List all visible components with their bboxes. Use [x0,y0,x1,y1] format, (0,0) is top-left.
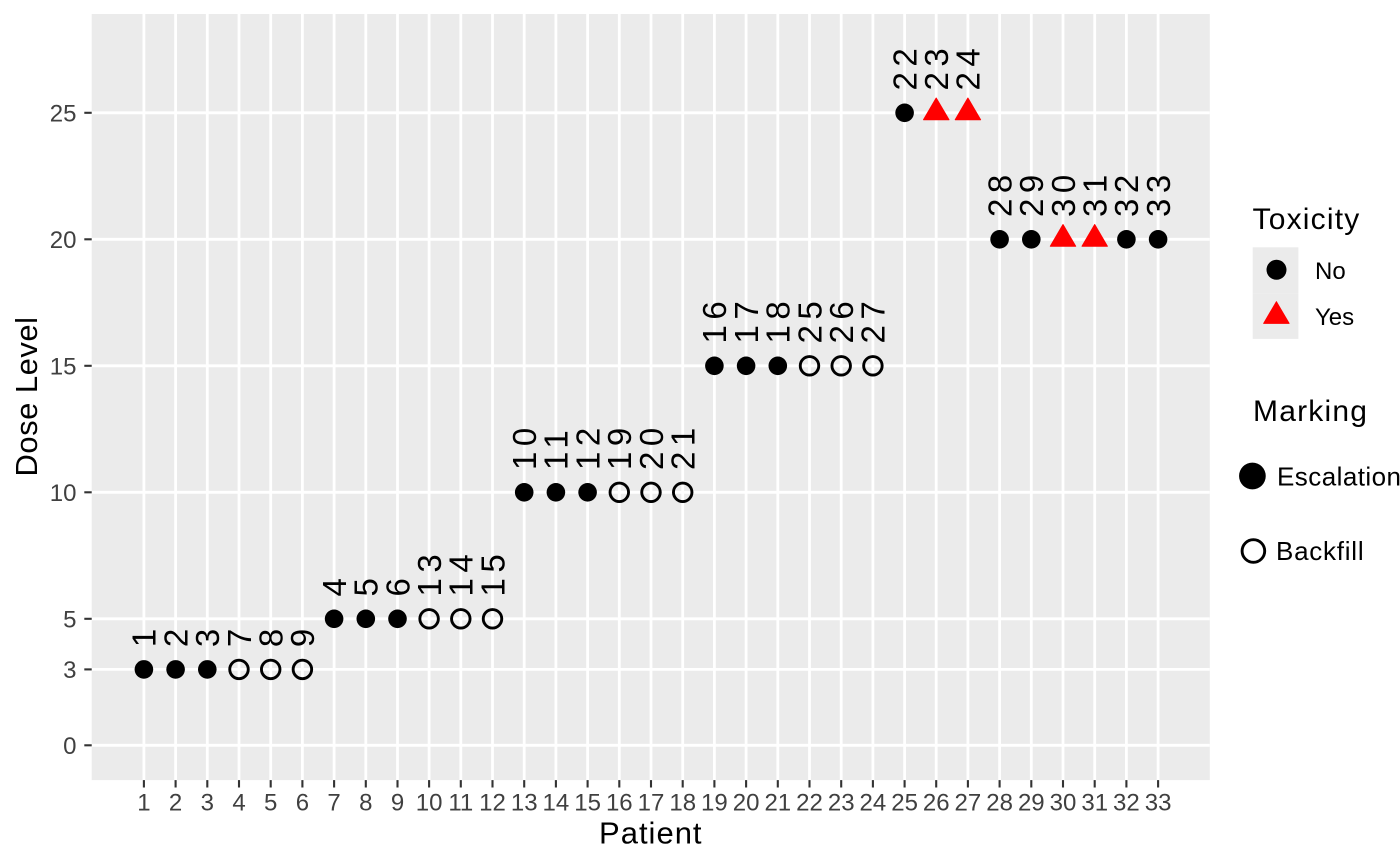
svg-text:31: 31 [1081,790,1108,817]
svg-text:20: 20 [733,790,760,817]
svg-text:9: 9 [391,790,404,817]
svg-text:13: 13 [411,549,448,597]
svg-text:Patient: Patient [599,816,703,851]
svg-text:No: No [1315,258,1346,285]
svg-text:32: 32 [1113,790,1140,817]
svg-text:13: 13 [511,790,538,817]
svg-text:22: 22 [886,43,923,91]
svg-text:24: 24 [860,790,887,817]
svg-text:2: 2 [169,790,182,817]
svg-text:28: 28 [981,169,1018,217]
svg-text:6: 6 [296,790,309,817]
svg-text:21: 21 [764,790,791,817]
svg-text:12: 12 [479,790,506,817]
svg-text:1: 1 [126,623,163,647]
svg-text:19: 19 [601,422,638,470]
svg-text:Backfill: Backfill [1276,536,1364,566]
svg-text:30: 30 [1045,169,1082,217]
svg-text:18: 18 [669,790,696,817]
svg-text:32: 32 [1108,169,1145,217]
svg-text:27: 27 [955,790,982,817]
svg-text:24: 24 [950,43,987,91]
svg-text:17: 17 [638,790,665,817]
svg-text:10: 10 [50,480,77,507]
svg-text:Marking: Marking [1253,395,1368,428]
svg-text:25: 25 [791,296,828,344]
svg-text:28: 28 [986,790,1013,817]
svg-text:4: 4 [316,573,353,597]
svg-text:15: 15 [474,549,511,597]
svg-text:0: 0 [63,733,76,760]
svg-text:29: 29 [1018,790,1045,817]
svg-text:9: 9 [284,623,321,647]
svg-text:1: 1 [137,790,150,817]
svg-text:Dose Level: Dose Level [9,316,44,476]
svg-text:8: 8 [359,790,372,817]
svg-text:3: 3 [189,623,226,647]
svg-text:Escalation: Escalation [1277,462,1400,492]
svg-text:6: 6 [379,573,416,597]
svg-text:7: 7 [327,790,340,817]
svg-text:23: 23 [918,43,955,91]
svg-text:26: 26 [923,790,950,817]
svg-text:5: 5 [63,606,76,633]
svg-text:5: 5 [264,790,277,817]
svg-text:18: 18 [760,296,797,344]
svg-text:7: 7 [221,623,258,647]
svg-text:8: 8 [253,623,290,647]
svg-text:10: 10 [506,422,543,470]
svg-text:20: 20 [50,227,77,254]
svg-text:2: 2 [157,623,194,647]
svg-text:12: 12 [569,422,606,470]
svg-text:3: 3 [63,657,76,684]
svg-text:25: 25 [891,790,918,817]
svg-text:3: 3 [201,790,214,817]
svg-text:33: 33 [1145,790,1172,817]
svg-text:4: 4 [232,790,245,817]
svg-text:27: 27 [855,296,892,344]
svg-text:15: 15 [574,790,601,817]
svg-text:33: 33 [1140,169,1177,217]
svg-text:11: 11 [538,425,575,470]
svg-text:16: 16 [606,790,633,817]
svg-text:17: 17 [728,296,765,344]
svg-text:11: 11 [448,790,473,817]
svg-text:5: 5 [348,573,385,597]
svg-text:10: 10 [416,790,443,817]
svg-text:25: 25 [50,100,77,127]
svg-text:29: 29 [1013,169,1050,217]
svg-text:14: 14 [443,549,480,597]
svg-text:Yes: Yes [1315,304,1354,331]
svg-text:15: 15 [50,353,77,380]
svg-text:Toxicity: Toxicity [1253,203,1361,236]
svg-text:16: 16 [696,296,733,344]
svg-text:23: 23 [828,790,855,817]
svg-text:31: 31 [1077,169,1114,217]
svg-text:22: 22 [796,790,823,817]
svg-text:14: 14 [543,790,570,817]
svg-text:26: 26 [823,296,860,344]
svg-text:20: 20 [633,422,670,470]
svg-text:21: 21 [665,422,702,470]
svg-text:19: 19 [701,790,728,817]
svg-text:30: 30 [1050,790,1077,817]
